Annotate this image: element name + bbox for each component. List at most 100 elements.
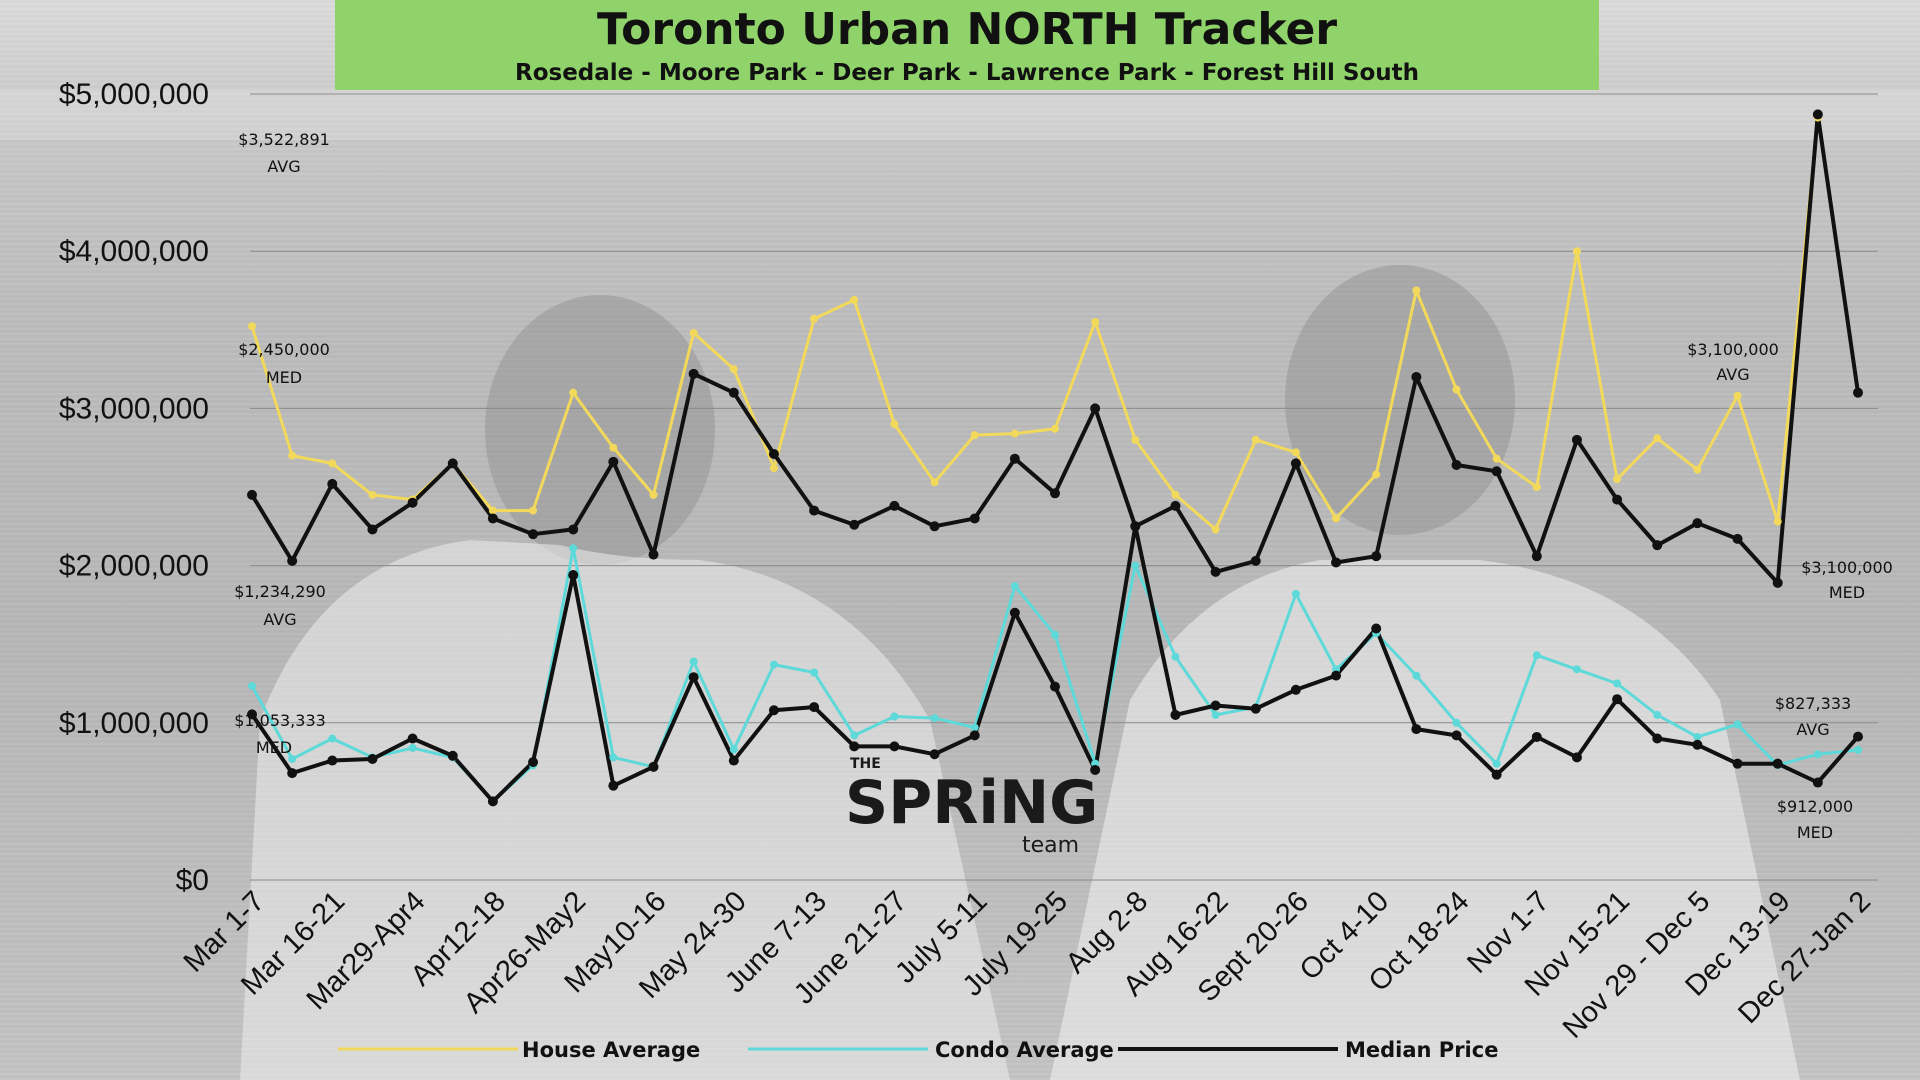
data-point: [1130, 521, 1141, 532]
data-point: [528, 529, 539, 540]
data-point: [287, 768, 298, 779]
data-point: [1412, 286, 1421, 295]
data-point: [1010, 429, 1019, 438]
legend-label-median: Median Price: [1345, 1038, 1498, 1062]
data-point: [609, 443, 618, 452]
data-point: [1009, 453, 1020, 464]
data-point: [447, 750, 458, 761]
data-point: [1812, 109, 1823, 120]
data-point: [367, 753, 378, 764]
data-point: [1733, 720, 1742, 729]
data-point: [248, 681, 256, 690]
data-point: [1492, 759, 1501, 768]
data-point: [889, 741, 900, 752]
y-tick-label: $0: [176, 864, 209, 897]
data-point: [367, 524, 378, 535]
annotation-line: MED: [1797, 823, 1833, 842]
data-point: [1772, 758, 1783, 769]
data-point: [929, 749, 940, 760]
data-point: [487, 796, 498, 807]
data-point: [1290, 458, 1301, 469]
data-point: [970, 723, 979, 732]
data-point: [1492, 454, 1501, 463]
data-point: [608, 456, 619, 467]
data-point: [1773, 517, 1782, 526]
annotation-line: $1,234,290: [234, 582, 326, 601]
data-point: [689, 657, 698, 666]
data-point: [368, 490, 377, 499]
data-point: [528, 757, 539, 768]
logo-bottom: team: [1022, 833, 1079, 858]
x-tick-label: Nov 29 - Dec 5: [1557, 885, 1716, 1044]
data-point: [728, 755, 739, 766]
data-point: [850, 295, 859, 304]
data-point: [810, 668, 819, 677]
annotation-condo-first: $1,234,290 AVG: [234, 582, 326, 629]
annotation-line: $3,522,891: [238, 130, 330, 149]
data-point: [769, 660, 778, 669]
data-point: [1693, 465, 1702, 474]
y-tick-label: $3,000,000: [59, 392, 209, 425]
y-tick-label: $2,000,000: [59, 550, 209, 583]
data-point: [1050, 488, 1060, 499]
data-point: [1653, 710, 1662, 719]
title-banner: [335, 0, 1599, 90]
data-point: [729, 365, 738, 374]
data-point: [1171, 490, 1180, 499]
data-point: [688, 672, 699, 683]
data-point: [1331, 557, 1342, 568]
data-point: [768, 705, 779, 716]
y-tick-label: $4,000,000: [59, 235, 209, 268]
data-point: [689, 328, 698, 337]
data-point: [1531, 551, 1542, 562]
data-point: [1331, 670, 1342, 681]
data-point: [568, 524, 579, 535]
data-point: [1051, 630, 1059, 639]
data-point: [728, 387, 739, 398]
data-point: [1211, 525, 1220, 534]
series-points: [247, 109, 1863, 807]
data-point: [1732, 533, 1743, 544]
legend-label-house: House Average: [522, 1038, 700, 1062]
data-point: [1090, 764, 1101, 775]
annotation-line: $827,333: [1775, 694, 1851, 713]
chart-title: Toronto Urban NORTH Tracker: [596, 4, 1338, 55]
data-point: [970, 431, 979, 440]
data-point: [1131, 435, 1140, 444]
data-point: [648, 549, 659, 560]
data-point: [328, 734, 337, 743]
data-point: [1491, 466, 1502, 477]
data-point: [1371, 623, 1382, 634]
data-point: [1290, 684, 1301, 695]
data-point: [1371, 551, 1382, 562]
data-point: [1250, 703, 1261, 714]
data-point: [1532, 651, 1541, 660]
data-point: [1572, 247, 1581, 256]
data-point: [1854, 745, 1862, 754]
data-point: [1332, 514, 1341, 523]
legend: House Average Condo Average Median Price: [338, 1038, 1498, 1062]
series-line: [250, 546, 1859, 803]
data-point: [969, 513, 980, 524]
annotation-house-first: $3,522,891 AVG: [238, 130, 330, 176]
data-point: [1170, 709, 1181, 720]
data-point: [328, 459, 337, 468]
data-point: [407, 733, 418, 744]
data-point: [447, 458, 458, 469]
data-point: [1491, 769, 1502, 780]
chart-subtitle: Rosedale - Moore Park - Deer Park - Lawr…: [515, 60, 1419, 86]
data-point: [1772, 577, 1783, 588]
y-tick-label: $5,000,000: [59, 78, 209, 111]
data-point: [1291, 448, 1300, 457]
annotation-condo-last: $827,333 AVG: [1775, 694, 1851, 739]
data-point: [569, 388, 578, 397]
data-point: [649, 490, 658, 499]
data-point: [327, 478, 338, 489]
data-point: [890, 712, 899, 721]
data-point: [1812, 777, 1823, 788]
annotation-line: MED: [1829, 583, 1865, 602]
data-point: [288, 754, 297, 763]
y-axis: $0 $1,000,000 $2,000,000 $3,000,000 $4,000,0…: [59, 78, 209, 897]
data-point: [809, 505, 820, 516]
data-point: [1210, 566, 1221, 577]
